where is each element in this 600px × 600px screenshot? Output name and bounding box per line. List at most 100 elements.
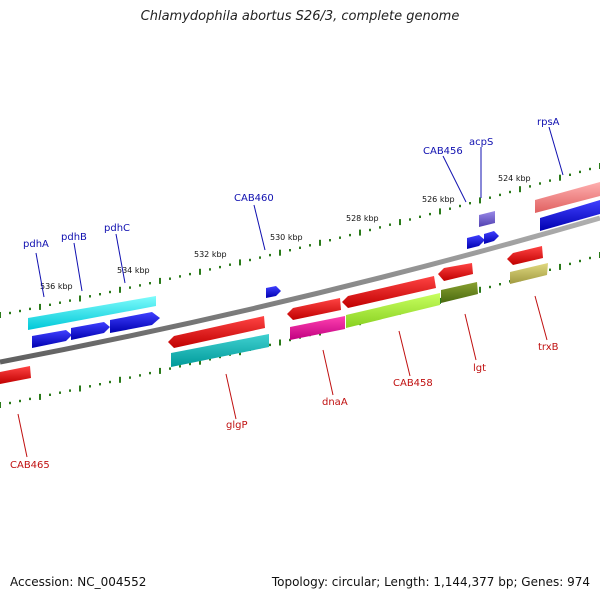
scale-tick: [59, 301, 61, 304]
scale-tick: [0, 402, 1, 408]
scale-tick: [129, 376, 131, 379]
scale-tick: [409, 218, 411, 221]
gene-CAB456-a[interactable]: [467, 235, 485, 249]
scale-tick: [459, 204, 461, 208]
scale-tick: [29, 307, 31, 311]
scale-tick: [89, 295, 91, 298]
scale-tick: [239, 259, 241, 266]
scale-tick: [309, 244, 311, 247]
accession-text: Accession: NC_004552: [10, 575, 147, 589]
scale-tick: [369, 228, 371, 232]
gene-label-pdhB[interactable]: pdhB: [61, 232, 87, 243]
scale-tick: [509, 190, 511, 194]
gene-rpsA-bar[interactable]: [535, 182, 600, 213]
gene-CAB458-bar[interactable]: [346, 293, 440, 328]
scale-tick: [479, 286, 481, 293]
scale-tick: [589, 256, 591, 260]
scale-tick: [559, 263, 561, 270]
gene-dnaA-bar[interactable]: [290, 316, 345, 340]
scale-tick: [279, 249, 281, 256]
scale-tick: [579, 170, 581, 174]
scale-tick: [39, 393, 41, 400]
scale-tick: [439, 208, 441, 215]
gene-label-glgP[interactable]: glgP: [226, 420, 248, 431]
gene-glgP[interactable]: [168, 316, 265, 348]
scale-tick: [379, 226, 381, 229]
scale-tick: [199, 268, 201, 275]
scale-tick: [189, 362, 191, 366]
scale-tick: [339, 236, 341, 239]
scale-tick: [149, 371, 151, 375]
gene-lgt-bar[interactable]: [441, 282, 478, 303]
scale-tick: [189, 272, 191, 276]
scale-label-530: 530 kbp: [270, 233, 303, 242]
scale-tick: [109, 380, 111, 384]
scale-tick: [99, 383, 101, 386]
scale-tick: [119, 286, 121, 293]
scale-tick: [9, 401, 11, 405]
gene-glgP-bar[interactable]: [171, 334, 269, 367]
scale-tick: [89, 385, 91, 388]
scale-tick: [299, 246, 301, 249]
gene-label-pdhC[interactable]: pdhC: [104, 223, 130, 234]
scale-tick: [419, 215, 421, 218]
scale-tick: [259, 256, 261, 259]
gene-label-CAB458[interactable]: CAB458: [393, 378, 433, 389]
scale-tick: [49, 393, 51, 396]
gene-label-acpS[interactable]: acpS: [469, 137, 493, 148]
gene-trxB-bar[interactable]: [510, 263, 548, 284]
scale-tick: [99, 293, 101, 296]
gene-label-CAB456[interactable]: CAB456: [423, 146, 463, 157]
gene-CAB458[interactable]: [342, 276, 436, 308]
scale-tick: [199, 358, 201, 365]
scale-tick: [229, 263, 231, 266]
scale-tick: [139, 284, 141, 287]
gene-trxB[interactable]: [507, 246, 543, 265]
scale-tick: [109, 290, 111, 294]
gene-label-lgt[interactable]: lgt: [473, 363, 486, 374]
gene-lgt[interactable]: [438, 263, 473, 281]
scale-tick: [9, 311, 11, 315]
scale-label-524: 524 kbp: [498, 174, 531, 183]
gene-CAB456-b[interactable]: [484, 231, 499, 244]
scale-tick: [209, 268, 211, 271]
gene-pdhB[interactable]: [71, 322, 110, 340]
scale-tick: [589, 167, 591, 171]
gene-label-pdhA[interactable]: pdhA: [23, 239, 49, 250]
scale-tick: [0, 312, 1, 318]
scale-label-526: 526 kbp: [422, 195, 455, 204]
gene-dnaA[interactable]: [287, 298, 341, 320]
gene-CAB465[interactable]: [0, 366, 31, 384]
scale-tick: [399, 219, 401, 226]
scale-label-536: 536 kbp: [40, 282, 73, 291]
scale-tick: [559, 174, 561, 181]
scale-tick: [269, 343, 271, 347]
scale-tick: [479, 197, 481, 204]
scale-tick: [249, 258, 251, 262]
gene-label-rpsA[interactable]: rpsA: [537, 117, 560, 128]
scale-tick: [159, 367, 161, 374]
gene-pdhA-bar[interactable]: [28, 296, 156, 330]
gene-pdhA[interactable]: [32, 330, 72, 348]
scale-tick: [579, 259, 581, 263]
gene-acpS[interactable]: [479, 211, 495, 227]
gene-label-trxB[interactable]: trxB: [538, 342, 559, 353]
scale-tick: [279, 339, 281, 346]
scale-tick: [169, 277, 171, 280]
scale-tick: [139, 374, 141, 377]
scale-label-532: 532 kbp: [194, 250, 227, 259]
scale-tick: [429, 212, 431, 216]
gene-pdhC[interactable]: [110, 312, 160, 333]
gene-label-CAB465[interactable]: CAB465: [10, 460, 50, 471]
gene-CAB460[interactable]: [266, 286, 281, 298]
scale-tick: [469, 202, 471, 205]
scale-tick: [569, 262, 571, 266]
scale-label-534: 534 kbp: [117, 266, 150, 275]
scale-tick: [569, 173, 571, 176]
gene-label-CAB460[interactable]: CAB460: [234, 193, 274, 204]
scale-tick: [49, 303, 51, 306]
gene-label-dnaA[interactable]: dnaA: [322, 397, 348, 408]
gene-rpsA[interactable]: [540, 200, 600, 231]
genome-summary-text: Topology: circular; Length: 1,144,377 bp…: [271, 575, 590, 589]
scale-tick: [79, 295, 81, 302]
